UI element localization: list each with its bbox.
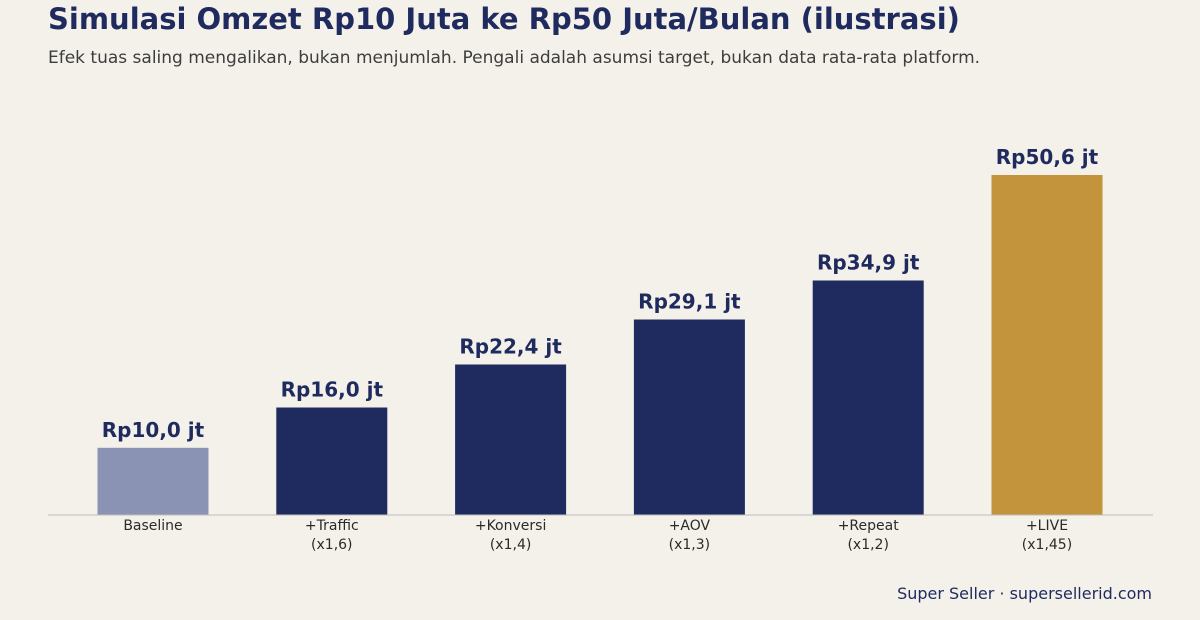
category-tick-label: +Konversi bbox=[475, 518, 547, 534]
bar-value-label: Rp16,0 jt bbox=[281, 378, 384, 402]
category-tick-label: (x1,45) bbox=[1022, 537, 1072, 553]
category-tick-label: +LIVE bbox=[1026, 518, 1068, 534]
bar-4 bbox=[812, 280, 924, 515]
category-tick-label: +AOV bbox=[669, 518, 711, 534]
chart-subtitle: Efek tuas saling mengalikan, bukan menju… bbox=[48, 48, 981, 68]
category-tick-label: +Repeat bbox=[838, 518, 900, 534]
category-tick-label: +Traffic bbox=[305, 518, 359, 534]
bar-3 bbox=[633, 319, 745, 515]
bar-0 bbox=[97, 447, 209, 515]
chart-title: Simulasi Omzet Rp10 Juta ke Rp50 Juta/Bu… bbox=[48, 2, 960, 36]
category-tick-label: (x1,2) bbox=[847, 537, 888, 553]
category-tick-label: (x1,4) bbox=[490, 537, 531, 553]
category-tick-label: Baseline bbox=[123, 518, 182, 534]
bar-value-label: Rp50,6 jt bbox=[996, 145, 1099, 169]
bar-1 bbox=[276, 407, 388, 515]
bar-value-label: Rp29,1 jt bbox=[638, 290, 741, 314]
bar-2 bbox=[455, 364, 567, 515]
footer-credit: Super Seller · supersellerid.com bbox=[897, 584, 1152, 603]
category-tick-label: (x1,3) bbox=[669, 537, 710, 553]
bar-value-label: Rp22,4 jt bbox=[459, 335, 562, 359]
bar-5 bbox=[991, 175, 1103, 515]
category-tick-label: (x1,6) bbox=[311, 537, 352, 553]
bar-value-label: Rp34,9 jt bbox=[817, 251, 920, 275]
bar-value-label: Rp10,0 jt bbox=[102, 418, 205, 442]
